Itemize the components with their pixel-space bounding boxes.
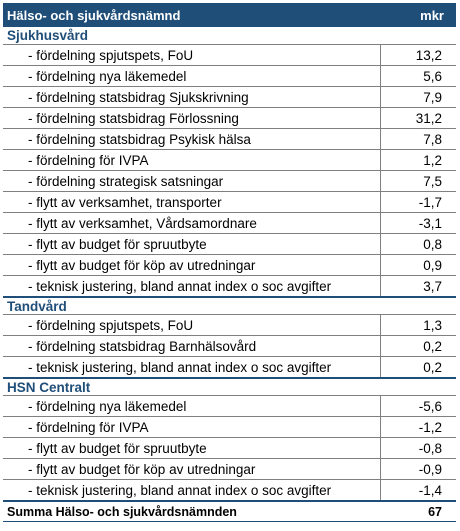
table-row: - fördelning spjutspets, FoU 13,2 [3, 45, 456, 66]
section-heading: HSN Centralt [3, 378, 456, 396]
row-value: -1,2 [418, 419, 442, 435]
table-row: - fördelning spjutspets, FoU 1,3 [3, 315, 456, 336]
table-row: - fördelning statsbidrag Psykisk hälsa 7,… [3, 129, 456, 150]
row-value: -0,9 [418, 461, 442, 477]
table-title: Hälso- och sjukvårdsnämnd [7, 7, 181, 23]
row-value: 13,2 [415, 47, 442, 63]
row-label: - fördelning spjutspets, FoU [3, 315, 381, 335]
row-label: - fördelning nya läkemedel [3, 66, 381, 86]
row-label: - fördelning statsbidrag Förlossning [3, 108, 381, 128]
total-label: Summa Hälso- och sjukvårdsnämnden [7, 504, 237, 519]
row-label: - flytt av verksamhet, Vårdsamordnare [3, 213, 381, 233]
row-label: - flytt av budget för spruutbyte [3, 438, 381, 458]
budget-table: Hälso- och sjukvårdsnämnd mkr Sjukhusvår… [3, 3, 456, 522]
table-row: - flytt av budget för spruutbyte -0,8 [3, 438, 456, 459]
row-value: 0,2 [423, 338, 442, 354]
table-row: - flytt av verksamhet, transporter -1,7 [3, 192, 456, 213]
table-row: - fördelning för IVPA 1,2 [3, 150, 456, 171]
row-label: - teknisk justering, bland annat index o… [3, 480, 381, 500]
row-value: -3,1 [418, 215, 442, 231]
row-label: - fördelning spjutspets, FoU [3, 45, 381, 65]
table-row: - fördelning för IVPA -1,2 [3, 417, 456, 438]
table-row: - flytt av budget för spruutbyte 0,8 [3, 234, 456, 255]
table-row: - flytt av verksamhet, Vårdsamordnare -3,… [3, 213, 456, 234]
row-label: - fördelning för IVPA [3, 417, 381, 437]
row-value: 7,9 [423, 89, 442, 105]
table-row: - fördelning statsbidrag Förlossning 31,2 [3, 108, 456, 129]
row-label: - teknisk justering, bland annat index o… [3, 276, 381, 296]
row-label: - fördelning strategisk satsningar [3, 171, 381, 191]
row-label: - flytt av budget för spruutbyte [3, 234, 381, 254]
section-heading: Tandvård [3, 297, 456, 315]
row-label: - flytt av verksamhet, transporter [3, 192, 381, 212]
section-heading: Sjukhusvård [3, 27, 456, 45]
table-row: - teknisk justering, bland annat index o… [3, 480, 456, 501]
row-value: 7,5 [423, 173, 442, 189]
row-value: -0,8 [418, 440, 442, 456]
row-value: 0,2 [423, 359, 442, 375]
total-row: Summa Hälso- och sjukvårdsnämnden 67 [3, 501, 456, 522]
table-header: Hälso- och sjukvårdsnämnd mkr [3, 3, 456, 27]
row-label: - fördelning statsbidrag Sjukskrivning [3, 87, 381, 107]
row-value: 1,3 [423, 317, 442, 333]
row-value: 7,8 [423, 131, 442, 147]
table-body: Sjukhusvård - fördelning spjutspets, FoU 1… [3, 27, 456, 501]
row-value: -1,4 [418, 482, 442, 498]
table-row: - teknisk justering, bland annat index o… [3, 357, 456, 378]
row-value: 3,7 [423, 278, 442, 294]
row-value: 5,6 [423, 68, 442, 84]
table-row: - fördelning strategisk satsningar 7,5 [3, 171, 456, 192]
row-value: -5,6 [418, 398, 442, 414]
row-label: - fördelning statsbidrag Psykisk hälsa [3, 129, 381, 149]
total-value: 67 [428, 504, 442, 519]
row-value: 0,8 [423, 236, 442, 252]
row-value: 1,2 [423, 152, 442, 168]
unit-label: mkr [420, 7, 444, 23]
table-row: - fördelning statsbidrag Barnhälsovård 0,… [3, 336, 456, 357]
table-row: - fördelning statsbidrag Sjukskrivning 7,… [3, 87, 456, 108]
row-label: - fördelning statsbidrag Barnhälsovård [3, 336, 381, 356]
table-row: - flytt av budget för köp av utredningar… [3, 255, 456, 276]
table-row: - fördelning nya läkemedel 5,6 [3, 66, 456, 87]
table-row: - teknisk justering, bland annat index o… [3, 276, 456, 297]
row-label: - flytt av budget för köp av utredningar [3, 459, 381, 479]
row-label: - fördelning nya läkemedel [3, 396, 381, 416]
row-value: 31,2 [415, 110, 442, 126]
row-label: - fördelning för IVPA [3, 150, 381, 170]
table-row: - flytt av budget för köp av utredningar… [3, 459, 456, 480]
table-row: - fördelning nya läkemedel -5,6 [3, 396, 456, 417]
row-value: -1,7 [418, 194, 442, 210]
row-label: - teknisk justering, bland annat index o… [3, 357, 381, 377]
row-value: 0,9 [423, 257, 442, 273]
row-label: - flytt av budget för köp av utredningar [3, 255, 381, 275]
